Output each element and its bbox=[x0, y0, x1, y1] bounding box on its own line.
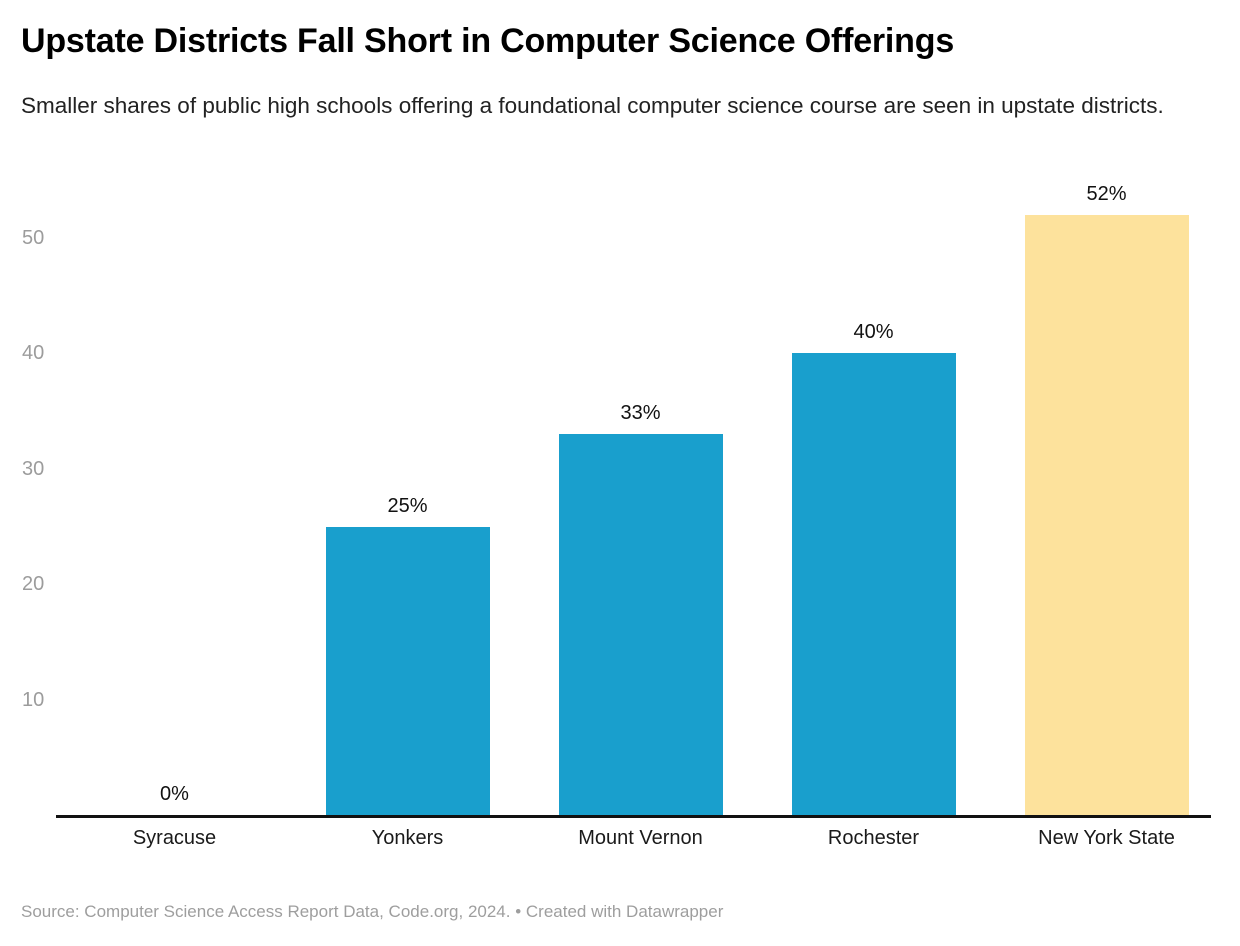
y-axis-tick-label: 40 bbox=[22, 342, 45, 365]
x-axis-category-label: Mount Vernon bbox=[578, 827, 703, 849]
chart-title: Upstate Districts Fall Short in Computer… bbox=[21, 22, 955, 60]
x-axis-category-label: Yonkers bbox=[371, 827, 444, 849]
bar-yonkers bbox=[325, 527, 490, 815]
x-axis-category-label: Rochester bbox=[827, 827, 920, 849]
source-caption: Source: Computer Science Access Report D… bbox=[21, 902, 724, 921]
bar-value-label: 52% bbox=[1086, 183, 1127, 205]
y-axis-tick-label: 50 bbox=[22, 227, 45, 250]
bar-mount-vernon bbox=[558, 434, 723, 815]
bar-value-label: 40% bbox=[853, 321, 894, 343]
bar-new-york-state bbox=[1024, 215, 1189, 815]
x-axis-line bbox=[56, 815, 1211, 818]
y-axis-tick-label: 10 bbox=[22, 688, 45, 711]
y-axis-tick-label: 20 bbox=[22, 573, 45, 596]
bar-value-label: 25% bbox=[387, 495, 428, 517]
bar-value-label: 0% bbox=[160, 783, 189, 805]
y-axis-tick-label: 30 bbox=[22, 457, 45, 480]
bar-rochester bbox=[791, 353, 956, 815]
x-axis-category-label: New York State bbox=[1038, 827, 1175, 849]
bar-value-label: 33% bbox=[620, 402, 661, 424]
x-axis-category-label: Syracuse bbox=[132, 827, 217, 849]
chart-subtitle: Smaller shares of public high schools of… bbox=[21, 93, 1164, 118]
